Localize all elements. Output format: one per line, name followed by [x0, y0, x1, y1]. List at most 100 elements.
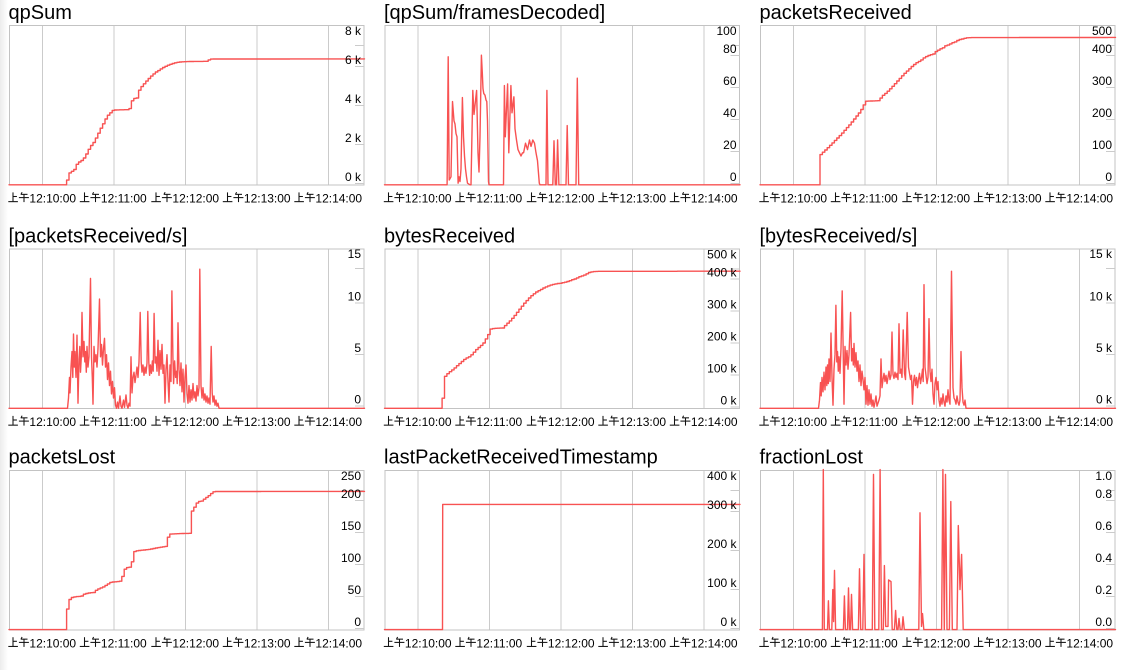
svg-text:500: 500 [1092, 24, 1112, 38]
svg-text:0: 0 [730, 170, 737, 184]
svg-text:12:12:00: 12:12:00 [548, 415, 595, 429]
svg-text:200: 200 [1092, 106, 1112, 120]
svg-text:80: 80 [723, 42, 737, 56]
svg-text:200 k: 200 k [707, 330, 737, 344]
svg-text:12:10:00: 12:10:00 [405, 636, 452, 650]
svg-text:12:13:00: 12:13:00 [619, 636, 666, 650]
svg-text:12:14:00: 12:14:00 [1066, 192, 1113, 206]
svg-text:0.6: 0.6 [1095, 519, 1112, 533]
svg-text:400: 400 [1092, 42, 1112, 56]
svg-text:0: 0 [354, 393, 361, 407]
svg-text:12:14:00: 12:14:00 [691, 192, 738, 206]
svg-text:60: 60 [723, 74, 737, 88]
svg-text:[bytesReceived/s]: [bytesReceived/s] [760, 225, 918, 247]
svg-text:0: 0 [1105, 170, 1112, 184]
svg-text:12:10:00: 12:10:00 [405, 415, 452, 429]
svg-text:300: 300 [1092, 74, 1112, 88]
svg-text:12:13:00: 12:13:00 [244, 636, 291, 650]
svg-text:12:11:00: 12:11:00 [852, 415, 898, 429]
svg-text:12:10:00: 12:10:00 [29, 192, 76, 206]
svg-text:10: 10 [348, 290, 362, 304]
svg-text:200 k: 200 k [707, 537, 737, 551]
svg-text:2 k: 2 k [345, 131, 362, 145]
svg-text:100: 100 [1092, 138, 1112, 152]
svg-text:250: 250 [341, 469, 361, 483]
svg-text:6 k: 6 k [345, 53, 362, 67]
svg-text:12:12:00: 12:12:00 [548, 192, 595, 206]
svg-text:12:10:00: 12:10:00 [29, 636, 76, 650]
svg-text:12:11:00: 12:11:00 [101, 192, 147, 206]
svg-text:15 k: 15 k [1089, 247, 1113, 261]
svg-text:8 k: 8 k [345, 24, 362, 38]
svg-text:12:14:00: 12:14:00 [691, 636, 738, 650]
svg-text:40: 40 [723, 106, 737, 120]
svg-text:12:11:00: 12:11:00 [476, 192, 522, 206]
svg-text:12:13:00: 12:13:00 [995, 415, 1042, 429]
svg-text:0.8: 0.8 [1095, 487, 1112, 501]
svg-text:500 k: 500 k [707, 248, 737, 262]
svg-text:lastPacketReceivedTimestamp: lastPacketReceivedTimestamp [384, 447, 658, 469]
svg-text:0 k: 0 k [345, 170, 362, 184]
svg-text:12:13:00: 12:13:00 [995, 636, 1042, 650]
svg-text:0.4: 0.4 [1095, 551, 1112, 565]
svg-text:12:12:00: 12:12:00 [172, 415, 219, 429]
svg-text:12:14:00: 12:14:00 [315, 192, 362, 206]
svg-text:200: 200 [341, 487, 361, 501]
svg-text:12:14:00: 12:14:00 [315, 636, 362, 650]
svg-text:50: 50 [348, 583, 362, 597]
svg-text:100 k: 100 k [707, 362, 737, 376]
svg-text:100 k: 100 k [707, 576, 737, 590]
svg-text:12:11:00: 12:11:00 [476, 415, 522, 429]
svg-text:12:11:00: 12:11:00 [852, 636, 898, 650]
svg-text:[packetsReceived/s]: [packetsReceived/s] [9, 225, 188, 247]
svg-text:300 k: 300 k [707, 298, 737, 312]
svg-text:12:12:00: 12:12:00 [923, 636, 970, 650]
svg-text:100: 100 [341, 551, 361, 565]
svg-text:12:12:00: 12:12:00 [923, 192, 970, 206]
svg-text:12:10:00: 12:10:00 [405, 192, 452, 206]
svg-text:0.2: 0.2 [1095, 583, 1112, 597]
svg-text:12:14:00: 12:14:00 [1066, 415, 1113, 429]
svg-text:[qpSum/framesDecoded]: [qpSum/framesDecoded] [384, 2, 605, 24]
svg-text:qpSum: qpSum [9, 2, 72, 24]
svg-text:12:10:00: 12:10:00 [780, 192, 827, 206]
svg-text:12:13:00: 12:13:00 [619, 192, 666, 206]
svg-text:12:11:00: 12:11:00 [101, 636, 147, 650]
svg-text:12:14:00: 12:14:00 [691, 415, 738, 429]
svg-text:12:14:00: 12:14:00 [1066, 636, 1113, 650]
svg-text:0: 0 [354, 615, 361, 629]
svg-text:0 k: 0 k [720, 394, 737, 408]
svg-text:300 k: 300 k [707, 498, 737, 512]
svg-text:12:12:00: 12:12:00 [172, 636, 219, 650]
svg-text:12:11:00: 12:11:00 [476, 636, 522, 650]
svg-text:12:13:00: 12:13:00 [244, 192, 291, 206]
svg-text:0.0: 0.0 [1095, 615, 1112, 629]
svg-text:100: 100 [716, 24, 736, 38]
svg-text:fractionLost: fractionLost [760, 447, 864, 469]
svg-text:400 k: 400 k [707, 266, 737, 280]
svg-text:0 k: 0 k [1096, 393, 1113, 407]
svg-text:12:11:00: 12:11:00 [852, 192, 898, 206]
svg-text:0 k: 0 k [720, 615, 737, 629]
svg-text:12:12:00: 12:12:00 [923, 415, 970, 429]
svg-text:12:13:00: 12:13:00 [619, 415, 666, 429]
svg-text:15: 15 [348, 247, 362, 261]
svg-text:12:12:00: 12:12:00 [548, 636, 595, 650]
svg-text:packetsLost: packetsLost [9, 447, 116, 469]
svg-text:10 k: 10 k [1089, 290, 1113, 304]
svg-text:12:11:00: 12:11:00 [101, 415, 147, 429]
svg-text:400 k: 400 k [707, 469, 737, 483]
svg-text:5 k: 5 k [1096, 341, 1113, 355]
svg-text:packetsReceived: packetsReceived [760, 2, 912, 24]
svg-text:12:12:00: 12:12:00 [172, 192, 219, 206]
svg-text:4 k: 4 k [345, 92, 362, 106]
svg-text:12:14:00: 12:14:00 [315, 415, 362, 429]
svg-text:12:10:00: 12:10:00 [780, 415, 827, 429]
svg-text:12:10:00: 12:10:00 [780, 636, 827, 650]
svg-text:20: 20 [723, 138, 737, 152]
svg-text:bytesReceived: bytesReceived [384, 225, 515, 247]
svg-text:1.0: 1.0 [1095, 469, 1112, 483]
svg-text:150: 150 [341, 519, 361, 533]
svg-text:12:10:00: 12:10:00 [29, 415, 76, 429]
svg-text:5: 5 [354, 341, 361, 355]
